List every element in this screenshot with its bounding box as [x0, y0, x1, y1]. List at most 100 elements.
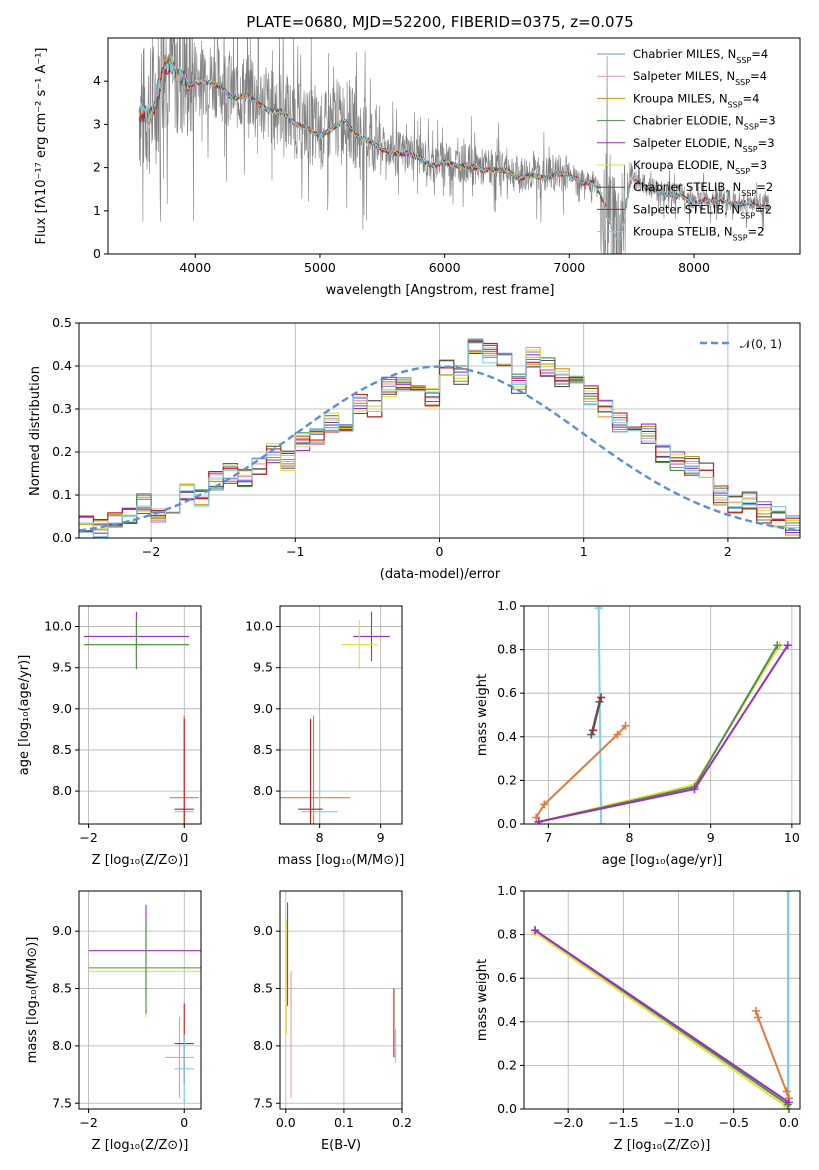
y-tick-label: 8.5 [52, 742, 72, 757]
y-tick-label: 0.1 [52, 487, 72, 502]
weight-marker [751, 1006, 760, 1015]
data-point [165, 1017, 194, 1098]
x-axis-label: E(B-V) [321, 1138, 361, 1153]
y-axis-label: mass weight [475, 959, 490, 1041]
weight-marker [773, 641, 782, 650]
y-tick-label: 0.2 [52, 444, 72, 459]
y-tick-label: 0.4 [497, 1014, 517, 1029]
y-tick-label: 1 [93, 203, 101, 218]
weight-marker [594, 606, 603, 613]
x-axis-label: wavelength [Angstrom, rest frame] [326, 283, 555, 298]
y-tick-label: 9.0 [253, 923, 273, 938]
y-tick-label: 1.0 [497, 598, 517, 613]
legend-value: =3 [759, 114, 776, 128]
legend-label: Kroupa STELIB, NSSP=2 [633, 225, 764, 243]
weight-line [534, 931, 788, 1108]
y-tick-label: 0.6 [497, 685, 517, 700]
y-tick-label: 0.5 [52, 315, 72, 330]
x-tick-label: 9 [707, 830, 715, 845]
axes-frame [78, 890, 202, 1110]
data-point [341, 619, 378, 670]
y-tick-label: 7.5 [253, 1095, 273, 1110]
legend-label: Chabrier MILES, NSSP=4 [633, 47, 768, 65]
y-tick-label: 9.5 [52, 660, 72, 675]
legend-subscript: SSP [736, 56, 751, 65]
legend-label: 𝒩(0, 1) [740, 337, 782, 351]
y-tick-label: 1.0 [497, 883, 517, 898]
gaussian-curve [79, 365, 800, 532]
legend-subscript: SSP [740, 211, 755, 220]
weight-line [590, 701, 601, 735]
weight-line [538, 644, 779, 823]
x-tick-label: 10 [784, 830, 800, 845]
y-tick-label: 0.4 [52, 358, 72, 373]
y-tick-label: 0.0 [497, 1101, 517, 1116]
x-tick-label: 8 [316, 830, 324, 845]
x-axis-label: Z [log₁₀(Z/Z⊙)] [614, 1138, 711, 1153]
mass-age-axes [276, 606, 402, 828]
weight-marker [621, 721, 630, 730]
y-axis-label: Flux [fλ10⁻¹⁷ erg cm⁻² s⁻¹ A⁻¹] [34, 48, 49, 245]
y-tick-label: 0.6 [497, 970, 517, 985]
x-tick-label: 1 [580, 544, 588, 559]
y-tick-label: 9.0 [52, 701, 72, 716]
x-tick-label: 4000 [179, 260, 211, 275]
legend-value: =4 [743, 91, 760, 105]
weight-marker [754, 1013, 763, 1022]
weight-marker [690, 785, 699, 794]
x-tick-label: 0.0 [276, 1115, 296, 1130]
legend-value: =4 [751, 47, 768, 61]
legend-value: =4 [750, 69, 767, 83]
x-tick-label: −0.5 [719, 1115, 749, 1130]
y-tick-label: 8.0 [253, 1038, 273, 1053]
x-tick-label: −2 [142, 544, 160, 559]
axes-frame [78, 322, 801, 539]
weight-marker [597, 693, 606, 702]
y-tick-label: 0.0 [52, 530, 72, 545]
x-tick-label: 0.2 [392, 1115, 412, 1130]
weight-line [534, 929, 790, 1104]
legend-subscript: SSP [728, 100, 743, 109]
x-tick-label: 0.0 [779, 1115, 799, 1130]
data-point [301, 721, 338, 824]
x-tick-label: 2 [724, 544, 732, 559]
data-point [174, 718, 194, 824]
histogram-step [79, 342, 800, 538]
axes-frame [107, 37, 801, 255]
weight-marker [597, 820, 606, 824]
x-tick-label: −2 [79, 1115, 97, 1130]
z-mass-axes [75, 891, 201, 1113]
legend-value: =3 [758, 136, 775, 150]
x-axis-label: Z [log₁₀(Z/Z⊙)] [92, 1138, 189, 1153]
observed-flux-line [138, 38, 769, 254]
legend-value: =3 [750, 158, 767, 172]
x-tick-label: 7 [544, 830, 552, 845]
y-tick-label: 0.4 [497, 729, 517, 744]
data-point [88, 921, 201, 1014]
x-tick-label: 5000 [304, 260, 336, 275]
y-tick-label: 9.0 [253, 701, 273, 716]
weight-marker [534, 817, 543, 824]
legend-label: Kroupa MILES, NSSP=4 [633, 91, 759, 109]
x-tick-label: 0 [180, 1115, 188, 1130]
weight-marker [540, 800, 549, 809]
y-tick-label: 3 [93, 116, 101, 131]
weight-marker [613, 730, 622, 739]
legend-subscript: SSP [744, 122, 759, 131]
weight-line [754, 1010, 790, 1099]
axes-frame [523, 605, 801, 825]
y-axis-label: Normed distribution [28, 366, 43, 496]
x-tick-label: 8000 [678, 260, 710, 275]
y-tick-label: 8.5 [253, 742, 273, 757]
x-tick-label: 0 [436, 544, 444, 559]
chart-title: PLATE=0680, MJD=52200, FIBERID=0375, z=0… [246, 13, 633, 31]
x-axis-label: Z [log₁₀(Z/Z⊙)] [92, 853, 189, 868]
axes-frame [279, 890, 403, 1110]
x-tick-label: −1.5 [608, 1115, 638, 1130]
x-axis-label: (data-model)/error [380, 567, 501, 582]
y-axis-label: age [log₁₀(age/yr)] [17, 655, 32, 776]
y-tick-label: 4 [93, 73, 101, 88]
legend-subscript: SSP [733, 233, 748, 242]
x-tick-label: −1 [286, 544, 304, 559]
y-tick-label: 0.8 [497, 642, 517, 657]
